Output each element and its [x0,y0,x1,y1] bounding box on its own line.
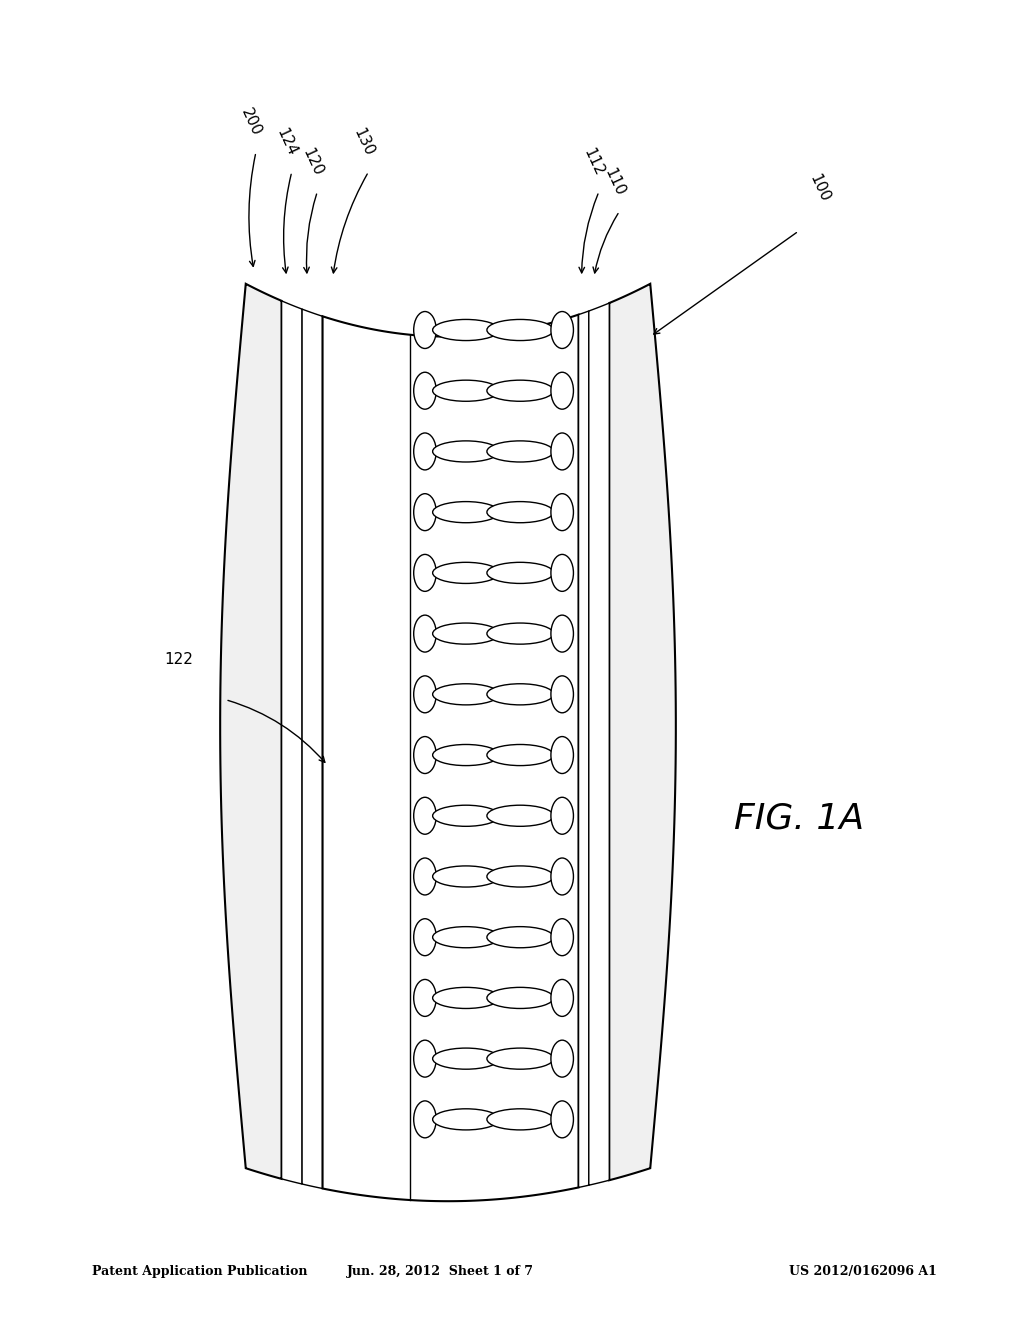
Ellipse shape [487,684,553,705]
Text: 120: 120 [299,145,326,178]
Ellipse shape [487,319,553,341]
Text: Patent Application Publication: Patent Application Publication [92,1265,307,1278]
Ellipse shape [414,676,436,713]
Text: 122: 122 [164,652,193,668]
Text: 112: 112 [581,145,607,178]
Ellipse shape [487,744,553,766]
Ellipse shape [414,1101,436,1138]
Ellipse shape [414,372,436,409]
Ellipse shape [487,441,553,462]
Ellipse shape [551,797,573,834]
Ellipse shape [487,502,553,523]
Ellipse shape [551,919,573,956]
Ellipse shape [432,380,500,401]
Ellipse shape [432,744,500,766]
Ellipse shape [432,987,500,1008]
Ellipse shape [551,737,573,774]
Ellipse shape [414,615,436,652]
Ellipse shape [432,866,500,887]
Ellipse shape [414,737,436,774]
Ellipse shape [551,615,573,652]
Ellipse shape [487,805,553,826]
Ellipse shape [487,562,553,583]
Ellipse shape [487,927,553,948]
Ellipse shape [487,987,553,1008]
Text: 100: 100 [806,172,833,205]
Ellipse shape [551,979,573,1016]
PathPatch shape [589,304,609,1185]
Ellipse shape [551,554,573,591]
Ellipse shape [432,927,500,948]
Text: 200: 200 [238,106,264,139]
PathPatch shape [302,309,323,1188]
Ellipse shape [432,562,500,583]
Ellipse shape [432,441,500,462]
Ellipse shape [432,502,500,523]
PathPatch shape [323,314,579,1201]
Ellipse shape [551,372,573,409]
Ellipse shape [414,494,436,531]
Ellipse shape [414,433,436,470]
Text: 124: 124 [273,125,300,158]
Text: FIG. 1A: FIG. 1A [733,801,864,836]
Ellipse shape [414,919,436,956]
Ellipse shape [414,979,436,1016]
Ellipse shape [487,623,553,644]
Ellipse shape [487,380,553,401]
Ellipse shape [432,1109,500,1130]
Ellipse shape [414,797,436,834]
Text: 130: 130 [350,125,377,158]
Ellipse shape [414,858,436,895]
Text: 110: 110 [601,165,628,198]
Ellipse shape [432,805,500,826]
Ellipse shape [432,319,500,341]
Ellipse shape [414,312,436,348]
Text: Jun. 28, 2012  Sheet 1 of 7: Jun. 28, 2012 Sheet 1 of 7 [347,1265,534,1278]
PathPatch shape [579,312,589,1188]
Ellipse shape [432,684,500,705]
Ellipse shape [487,866,553,887]
Ellipse shape [432,1048,500,1069]
Ellipse shape [551,312,573,348]
Ellipse shape [551,858,573,895]
Ellipse shape [551,433,573,470]
Ellipse shape [414,554,436,591]
PathPatch shape [609,284,676,1180]
Text: US 2012/0162096 A1: US 2012/0162096 A1 [790,1265,937,1278]
PathPatch shape [282,301,302,1184]
Ellipse shape [487,1048,553,1069]
Ellipse shape [551,676,573,713]
Ellipse shape [414,1040,436,1077]
Ellipse shape [432,623,500,644]
Ellipse shape [487,1109,553,1130]
Ellipse shape [551,494,573,531]
Ellipse shape [551,1040,573,1077]
PathPatch shape [220,284,282,1179]
Ellipse shape [551,1101,573,1138]
